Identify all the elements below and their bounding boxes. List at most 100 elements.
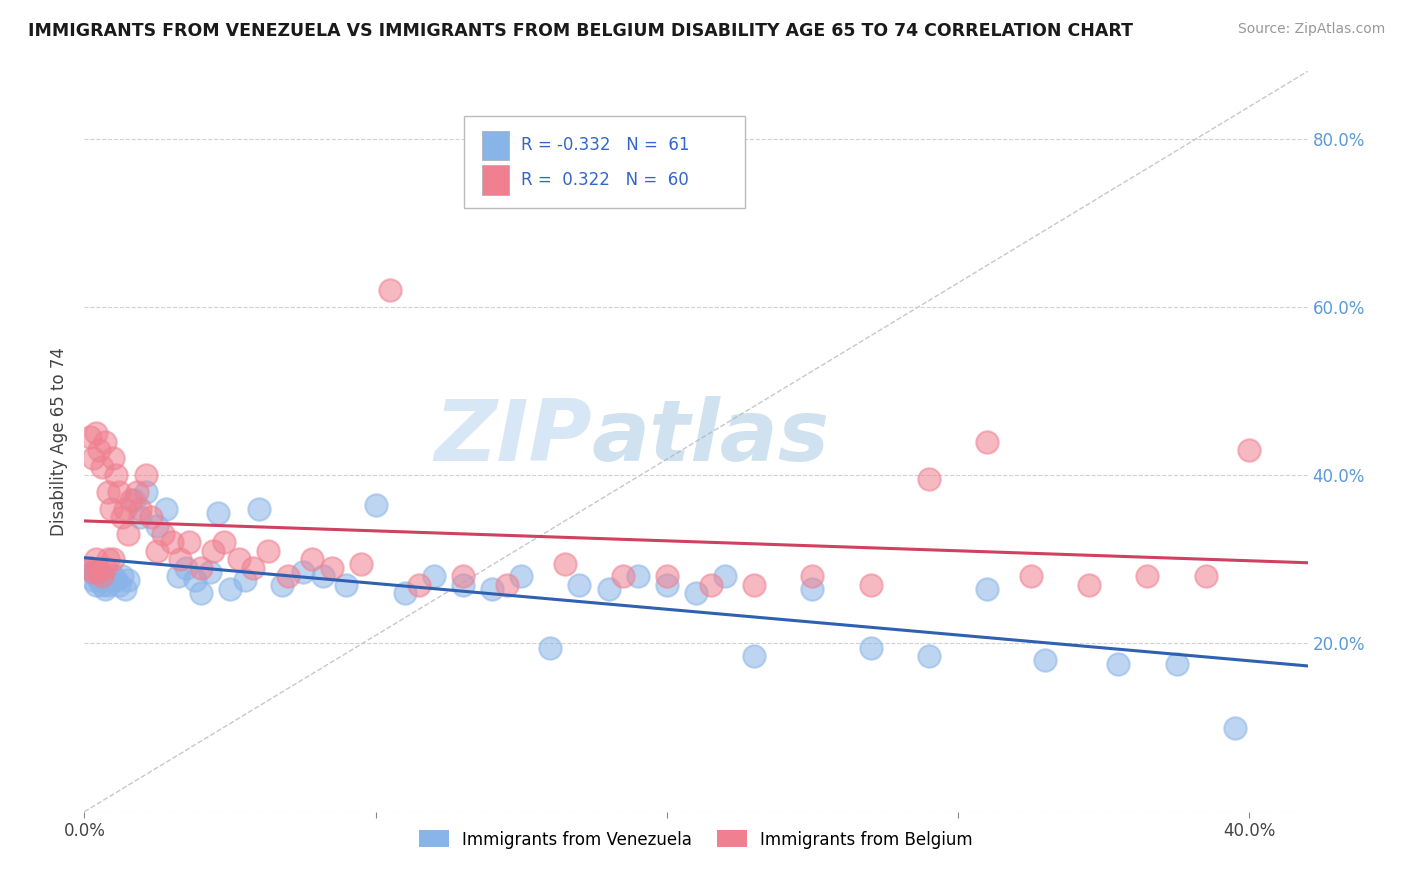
Point xyxy=(212,535,235,549)
Point xyxy=(103,451,125,466)
Point xyxy=(271,577,294,591)
Point xyxy=(90,577,112,591)
Point xyxy=(228,552,250,566)
Point xyxy=(105,574,128,588)
Point xyxy=(321,560,343,574)
Point xyxy=(1166,657,1188,672)
Point xyxy=(87,442,110,457)
Point xyxy=(451,577,474,591)
Point xyxy=(160,535,183,549)
Point xyxy=(699,577,721,591)
Point xyxy=(108,485,131,500)
Point xyxy=(1223,721,1246,735)
Point xyxy=(247,501,270,516)
Point xyxy=(100,501,122,516)
Point xyxy=(219,582,242,596)
Point xyxy=(1078,577,1101,591)
Point xyxy=(198,565,221,579)
Point xyxy=(166,569,188,583)
Point xyxy=(84,552,107,566)
FancyBboxPatch shape xyxy=(464,116,745,209)
Point xyxy=(184,574,207,588)
Point xyxy=(627,569,650,583)
Point xyxy=(169,552,191,566)
Point xyxy=(79,560,101,574)
Point xyxy=(82,565,104,579)
Point xyxy=(125,485,148,500)
Point xyxy=(554,557,576,571)
Point xyxy=(117,574,139,588)
Point xyxy=(655,577,678,591)
Point xyxy=(93,560,115,574)
Point xyxy=(394,586,416,600)
Point xyxy=(190,560,212,574)
Point xyxy=(859,640,882,655)
Point xyxy=(364,498,387,512)
Point xyxy=(100,574,122,588)
Point xyxy=(207,506,229,520)
Text: IMMIGRANTS FROM VENEZUELA VS IMMIGRANTS FROM BELGIUM DISABILITY AGE 65 TO 74 COR: IMMIGRANTS FROM VENEZUELA VS IMMIGRANTS … xyxy=(28,22,1133,40)
Point xyxy=(97,577,120,591)
Point xyxy=(301,552,323,566)
Point xyxy=(87,574,110,588)
Point xyxy=(93,582,115,596)
FancyBboxPatch shape xyxy=(482,165,509,195)
Point xyxy=(714,569,737,583)
Point xyxy=(97,552,120,566)
Point xyxy=(495,577,517,591)
Point xyxy=(510,569,533,583)
Point xyxy=(84,565,107,579)
Point xyxy=(141,510,163,524)
Point xyxy=(146,544,169,558)
Point xyxy=(257,544,280,558)
Point xyxy=(87,569,110,583)
Point xyxy=(742,577,765,591)
Point xyxy=(201,544,224,558)
Point xyxy=(233,574,256,588)
FancyBboxPatch shape xyxy=(482,130,509,161)
Point xyxy=(655,569,678,583)
Point xyxy=(79,560,101,574)
Point xyxy=(135,468,157,483)
Point xyxy=(103,552,125,566)
Point xyxy=(82,451,104,466)
Point xyxy=(90,459,112,474)
Text: R =  0.322   N =  60: R = 0.322 N = 60 xyxy=(522,171,689,189)
Point xyxy=(128,501,150,516)
Point xyxy=(114,582,136,596)
Point xyxy=(87,565,110,579)
Text: R = -0.332   N =  61: R = -0.332 N = 61 xyxy=(522,136,689,154)
Point xyxy=(82,574,104,588)
Point xyxy=(93,434,115,449)
Text: Source: ZipAtlas.com: Source: ZipAtlas.com xyxy=(1237,22,1385,37)
Point xyxy=(335,577,357,591)
Point xyxy=(918,649,941,664)
Point xyxy=(242,560,264,574)
Point xyxy=(918,472,941,486)
Point xyxy=(135,485,157,500)
Text: ZIP: ZIP xyxy=(434,396,592,479)
Point xyxy=(1195,569,1218,583)
Point xyxy=(97,485,120,500)
Point xyxy=(481,582,503,596)
Point xyxy=(277,569,299,583)
Point xyxy=(1107,657,1129,672)
Point xyxy=(117,527,139,541)
Point xyxy=(1239,442,1261,457)
Point xyxy=(152,527,174,541)
Point xyxy=(84,569,107,583)
Point xyxy=(120,493,142,508)
Point xyxy=(111,569,134,583)
Point xyxy=(128,510,150,524)
Point xyxy=(122,493,145,508)
Text: atlas: atlas xyxy=(592,396,830,479)
Point xyxy=(1136,569,1159,583)
Point xyxy=(859,577,882,591)
Point xyxy=(423,569,446,583)
Point xyxy=(190,586,212,600)
Point xyxy=(179,535,201,549)
Y-axis label: Disability Age 65 to 74: Disability Age 65 to 74 xyxy=(51,347,69,536)
Point xyxy=(801,582,824,596)
Point xyxy=(111,510,134,524)
Point xyxy=(350,557,373,571)
